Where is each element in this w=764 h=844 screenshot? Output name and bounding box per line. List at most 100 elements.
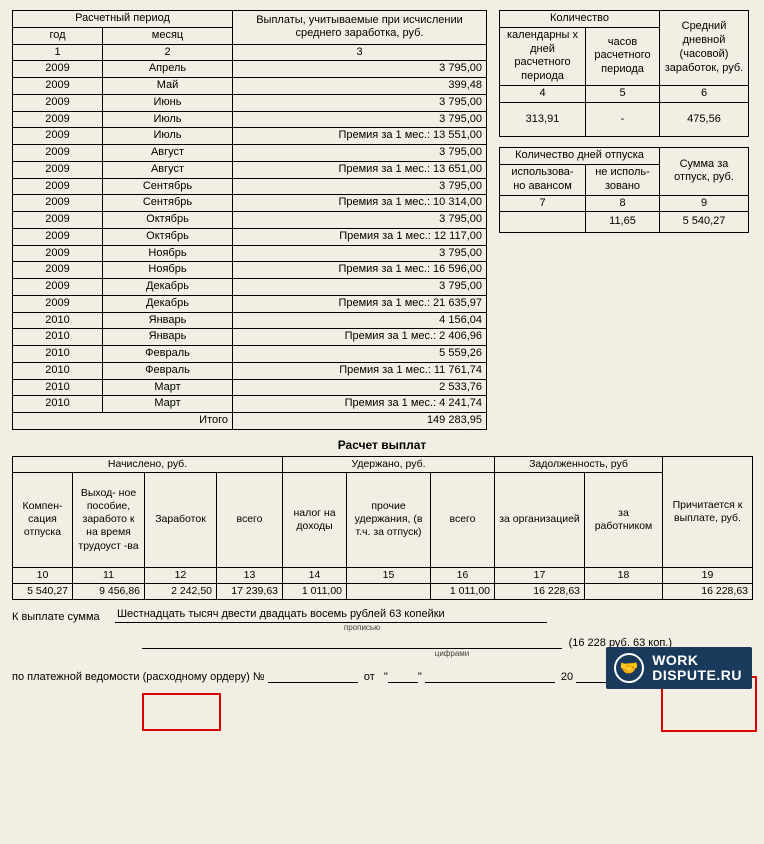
cell-pay: Премия за 1 мес.: 10 314,00	[233, 195, 487, 212]
cell-year: 2010	[13, 312, 103, 329]
calc-table: Начислено, руб. Удержано, руб. Задолженн…	[12, 456, 753, 600]
cell-pay: 3 795,00	[233, 94, 487, 111]
cell-pay: Премия за 1 мес.: 13 551,00	[233, 128, 487, 145]
cell-year: 2009	[13, 228, 103, 245]
table-row: 2010Февраль5 559,26	[13, 346, 487, 363]
colnum-2: 2	[103, 44, 233, 61]
cell-month: Февраль	[103, 362, 233, 379]
qty-n6: 6	[660, 85, 749, 102]
col15-h: прочие удержания, (в т.ч. за отпуск)	[347, 472, 431, 567]
total-label: Итого	[13, 413, 233, 430]
col17-h: за организацией	[495, 472, 585, 567]
qty-header: Количество	[500, 11, 660, 28]
cell-month: Ноябрь	[103, 262, 233, 279]
cell-year: 2009	[13, 279, 103, 296]
calc-colnum: 15	[347, 567, 431, 583]
cell-month: Июнь	[103, 94, 233, 111]
calc-colnum: 18	[585, 567, 663, 583]
cell-pay: 2 533,76	[233, 379, 487, 396]
calc-colnum: 16	[431, 567, 495, 583]
vac-n9: 9	[660, 195, 749, 212]
colnum-1: 1	[13, 44, 103, 61]
calc-colnum: 10	[13, 567, 73, 583]
cell-month: Октябрь	[103, 228, 233, 245]
cell-year: 2009	[13, 94, 103, 111]
statement-text: по платежной ведомости (расходному ордер…	[12, 671, 265, 683]
cell-year: 2010	[13, 362, 103, 379]
col12-h: Заработок	[145, 472, 217, 567]
digits-hint: цифрами	[412, 649, 492, 658]
cell-year: 2010	[13, 346, 103, 363]
cell-pay: 4 156,04	[233, 312, 487, 329]
table-row: 2009СентябрьПремия за 1 мес.: 10 314,00	[13, 195, 487, 212]
table-row: 2009Апрель3 795,00	[13, 61, 487, 78]
table-row: 2009Октябрь3 795,00	[13, 212, 487, 229]
cell-month: Февраль	[103, 346, 233, 363]
cell-year: 2009	[13, 161, 103, 178]
payout-header: Выплаты, учитываемые при исчислении сред…	[233, 11, 487, 45]
vac-n7: 7	[500, 195, 586, 212]
cell-year: 2009	[13, 61, 103, 78]
calc-value: 5 540,27	[13, 584, 73, 600]
logo-text: WORK DISPUTE.RU	[652, 653, 742, 682]
calc-value: 16 228,63	[495, 584, 585, 600]
group-accrued: Начислено, руб.	[13, 456, 283, 472]
calc-title: Расчет выплат	[12, 438, 752, 452]
col10-h: Компен- сация отпуска	[13, 472, 73, 567]
cell-year: 2009	[13, 78, 103, 95]
cell-pay: Премия за 1 мес.: 11 761,74	[233, 362, 487, 379]
calc-colnum: 14	[283, 567, 347, 583]
col19-h: Причитается к выплате, руб.	[663, 456, 753, 567]
words-hint: прописью	[262, 623, 462, 632]
table-row: 2009ИюльПремия за 1 мес.: 13 551,00	[13, 128, 487, 145]
cell-pay: 3 795,00	[233, 212, 487, 229]
table-row: 2009ДекабрьПремия за 1 мес.: 21 635,97	[13, 295, 487, 312]
calc-colnum: 19	[663, 567, 753, 583]
table-row: 2010Март2 533,76	[13, 379, 487, 396]
cell-pay: Премия за 1 мес.: 12 117,00	[233, 228, 487, 245]
cell-year: 2009	[13, 128, 103, 145]
table-row: 2010МартПремия за 1 мес.: 4 241,74	[13, 396, 487, 413]
qty-hours-v: -	[586, 102, 660, 137]
table-row: 2010ЯнварьПремия за 1 мес.: 2 406,96	[13, 329, 487, 346]
table-row: 2010Январь4 156,04	[13, 312, 487, 329]
cell-pay: 5 559,26	[233, 346, 487, 363]
calc-colnum: 17	[495, 567, 585, 583]
cell-year: 2010	[13, 329, 103, 346]
cell-month: Сентябрь	[103, 178, 233, 195]
vac-days-h: Количество дней отпуска	[500, 148, 660, 165]
qty-days-v: 313,91	[500, 102, 586, 137]
cell-pay: Премия за 1 мес.: 2 406,96	[233, 329, 487, 346]
calc-colnum: 13	[217, 567, 283, 583]
col-year: год	[13, 27, 103, 44]
handshake-icon: 🤝	[614, 653, 644, 683]
cell-pay: Премия за 1 мес.: 21 635,97	[233, 295, 487, 312]
cell-pay: 399,48	[233, 78, 487, 95]
cell-year: 2009	[13, 178, 103, 195]
table-row: 2009Ноябрь3 795,00	[13, 245, 487, 262]
from-label: от	[364, 671, 375, 683]
calc-value	[347, 584, 431, 600]
vac-sum-v: 5 540,27	[660, 212, 749, 233]
cell-month: Август	[103, 145, 233, 162]
group-withheld: Удержано, руб.	[283, 456, 495, 472]
cell-year: 2009	[13, 212, 103, 229]
table-row: 2009Сентябрь3 795,00	[13, 178, 487, 195]
vac-unused-v: 11,65	[586, 212, 660, 233]
cell-month: Ноябрь	[103, 245, 233, 262]
col16-h: всего	[431, 472, 495, 567]
cell-month: Январь	[103, 329, 233, 346]
cell-month: Июль	[103, 128, 233, 145]
period-table: Расчетный период Выплаты, учитываемые пр…	[12, 10, 487, 430]
cell-year: 2009	[13, 295, 103, 312]
total-value: 149 283,95	[233, 413, 487, 430]
cell-year: 2010	[13, 379, 103, 396]
cell-month: Апрель	[103, 61, 233, 78]
col11-h: Выход- ное пособие, заработо к на время …	[73, 472, 145, 567]
cell-month: Октябрь	[103, 212, 233, 229]
calc-value: 9 456,86	[73, 584, 145, 600]
cell-pay: 3 795,00	[233, 145, 487, 162]
cell-year: 2009	[13, 145, 103, 162]
vac-unused-h: не исполь- зовано	[586, 165, 660, 196]
calc-value	[585, 584, 663, 600]
